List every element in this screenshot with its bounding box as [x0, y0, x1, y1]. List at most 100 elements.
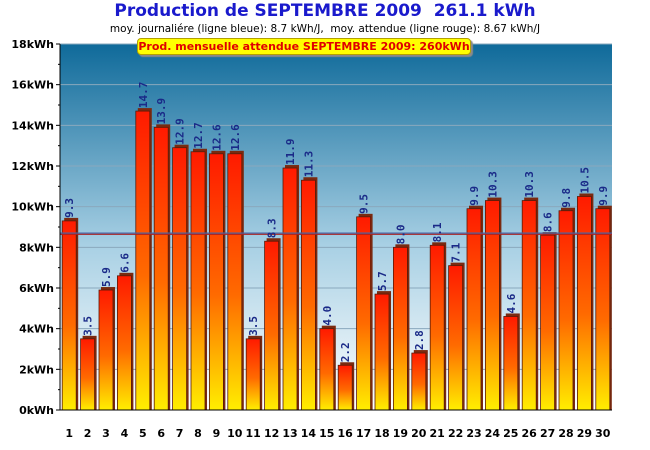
bar [227, 153, 243, 411]
x-tick-label: 6 [157, 427, 165, 440]
plot-background [60, 44, 612, 410]
bar-value-label: 9.5 [358, 194, 371, 214]
value-labels: 9.3 3.5 5.9 6.6 14.7 13.9 12.9 12.7 12.6 12.6 3.5 8… [63, 82, 610, 363]
x-tick-label: 9 [213, 427, 221, 440]
bar [411, 352, 427, 411]
bar [558, 210, 574, 411]
bar [595, 208, 611, 411]
bar-value-label: 7.1 [450, 242, 463, 262]
bar-value-label: 3.5 [82, 316, 95, 336]
bar-value-label: 5.9 [100, 267, 113, 287]
bar-value-label: 9.9 [597, 186, 610, 206]
x-tick-label: 27 [540, 427, 555, 440]
bar [300, 179, 316, 411]
x-tick-label: 19 [393, 427, 408, 440]
bar [540, 234, 555, 411]
bar-value-label: 10.5 [578, 167, 591, 194]
x-tick-label: 29 [577, 427, 592, 440]
y-axis: 0kWh 2kWh 4kWh 6kWh 8kWh 10kWh 12kWh 14kWh 16kWh… [11, 38, 61, 417]
bar-value-label: 2.2 [339, 342, 352, 362]
bar-value-label: 8.3 [266, 218, 279, 238]
bar-value-label: 3.5 [247, 316, 260, 336]
bar [190, 151, 206, 411]
bar-value-label: 5.7 [376, 271, 389, 291]
x-tick-label: 21 [430, 427, 445, 440]
y-tick-label: 4kWh [19, 323, 54, 336]
y-tick-label: 0kWh [19, 404, 54, 417]
bar [98, 289, 114, 411]
y-tick-label: 8kWh [19, 241, 54, 254]
bar [503, 316, 519, 411]
x-tick-label: 3 [102, 427, 110, 440]
y-tick-label: 6kWh [19, 282, 54, 295]
x-tick-label: 4 [121, 427, 129, 440]
bar [577, 196, 592, 411]
bar-value-label: 8.6 [542, 212, 555, 232]
y-tick-label: 14kWh [11, 119, 54, 132]
bars [61, 108, 612, 411]
bar [282, 167, 298, 411]
expected-production-badge: Prod. mensuelle attendue SEPTEMBRE 2009:… [137, 38, 471, 55]
bar-value-label: 11.3 [302, 151, 315, 178]
bar-value-label: 13.9 [155, 98, 168, 125]
bar-value-label: 10.3 [486, 171, 499, 198]
bar [80, 338, 95, 411]
bar [61, 220, 77, 411]
bar [135, 110, 151, 411]
y-tick-label: 10kWh [11, 201, 54, 214]
bar [374, 293, 390, 411]
x-axis: 1 2 3 4 5 6 7 8 9 10 11 12 13 14 15 16 17 18 19 20 21 22 23 24 2… [60, 409, 612, 440]
x-tick-label: 16 [338, 427, 354, 440]
bar-value-label: 12.6 [210, 124, 223, 151]
x-tick-label: 30 [595, 427, 611, 440]
x-tick-label: 12 [264, 427, 279, 440]
bar-value-label: 8.1 [431, 222, 444, 242]
bar-value-label: 14.7 [137, 82, 150, 109]
bar-value-label: 10.3 [523, 171, 536, 198]
x-tick-label: 13 [282, 427, 297, 440]
y-tick-label: 16kWh [11, 79, 54, 92]
bar [521, 200, 537, 411]
bar [337, 364, 353, 411]
x-tick-label: 7 [176, 427, 184, 440]
bar-value-label: 6.6 [118, 253, 131, 273]
bar-value-label: 8.0 [394, 224, 407, 244]
bar [448, 265, 464, 411]
bar-value-label: 12.9 [174, 118, 187, 145]
bar [208, 153, 224, 411]
x-tick-label: 2 [84, 427, 92, 440]
bar-value-label: 12.7 [192, 122, 205, 149]
x-tick-label: 23 [466, 427, 481, 440]
bar-value-label: 11.9 [284, 139, 297, 166]
x-tick-label: 28 [558, 427, 573, 440]
x-tick-label: 17 [356, 427, 371, 440]
bar [356, 216, 372, 411]
bar [264, 240, 280, 411]
x-tick-label: 26 [522, 427, 538, 440]
bar [153, 126, 169, 411]
x-tick-label: 14 [301, 427, 317, 440]
bar [319, 328, 335, 411]
bar [117, 275, 132, 411]
x-tick-label: 25 [503, 427, 518, 440]
x-tick-label: 15 [319, 427, 334, 440]
x-tick-label: 22 [448, 427, 463, 440]
average-lines [60, 232, 612, 235]
chart-title: Production de SEPTEMBRE 2009 261.1 kWh [114, 1, 536, 21]
bar [429, 244, 445, 411]
bar [245, 338, 261, 411]
x-tick-label: 18 [374, 427, 389, 440]
bar-value-label: 9.9 [468, 186, 481, 206]
y-tick-label: 12kWh [11, 160, 54, 173]
x-tick-label: 5 [139, 427, 147, 440]
bar-value-label: 9.3 [63, 198, 76, 218]
bar-value-label: 9.8 [560, 188, 573, 208]
bar-value-label: 2.8 [413, 330, 426, 350]
bar-value-label: 12.6 [229, 124, 242, 151]
x-tick-label: 8 [194, 427, 202, 440]
y-tick-label: 18kWh [11, 38, 54, 51]
x-tick-label: 11 [246, 427, 261, 440]
bar [172, 147, 188, 411]
x-tick-label: 20 [411, 427, 427, 440]
